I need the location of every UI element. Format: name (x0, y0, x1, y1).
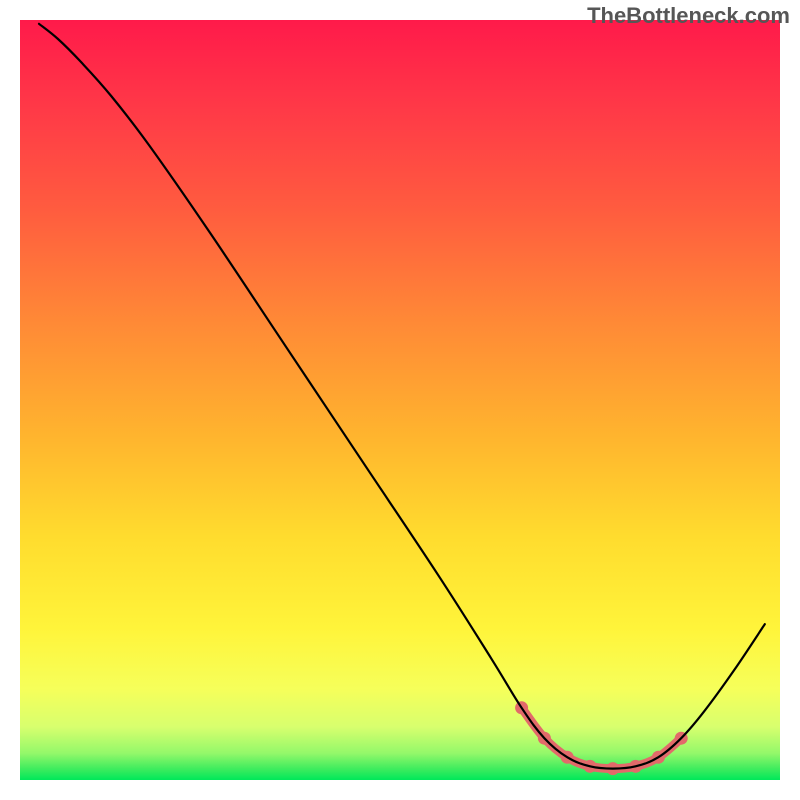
watermark-text: TheBottleneck.com (587, 3, 790, 29)
chart-container: TheBottleneck.com (0, 0, 800, 800)
gradient-background (20, 20, 780, 780)
bottleneck-curve-chart (0, 0, 800, 800)
